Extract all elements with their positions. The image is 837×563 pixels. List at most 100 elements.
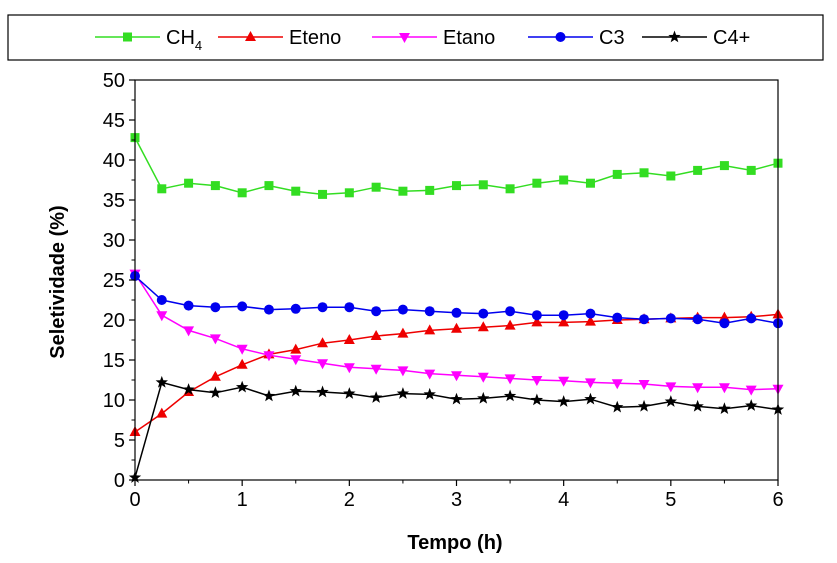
- data-point-3-21: [692, 314, 703, 325]
- data-point-0-5: [264, 181, 274, 191]
- plot-frame: [134, 79, 779, 481]
- data-point-1-3: [209, 370, 221, 381]
- data-point-3-4: [237, 301, 248, 312]
- data-point-4-8: [343, 387, 356, 399]
- data-point-3-20: [665, 313, 676, 324]
- data-point-1-1: [156, 407, 168, 418]
- data-point-2-19: [638, 380, 650, 390]
- data-point-1-11: [424, 324, 436, 335]
- data-point-2-4: [236, 344, 248, 355]
- data-point-1-16: [558, 316, 570, 327]
- data-point-3-18: [612, 312, 623, 323]
- data-point-3-7: [317, 302, 328, 313]
- legend-marker-3: [555, 32, 566, 42]
- data-point-2-21: [692, 383, 704, 394]
- data-point-2-10: [397, 366, 409, 377]
- x-tick-label-3: 3: [451, 489, 462, 511]
- data-point-4-11: [423, 387, 436, 400]
- data-point-0-22: [719, 161, 729, 171]
- data-point-3-3: [210, 302, 221, 313]
- data-point-4-23: [745, 399, 758, 411]
- data-point-4-17: [584, 392, 597, 405]
- data-point-1-15: [531, 316, 543, 327]
- data-point-0-4: [237, 188, 247, 198]
- data-point-3-5: [263, 304, 274, 315]
- data-point-1-8: [343, 334, 355, 344]
- data-point-2-5: [263, 351, 275, 362]
- data-point-1-6: [290, 343, 302, 354]
- x-tick-label-2: 2: [344, 489, 355, 511]
- data-point-2-1: [156, 311, 168, 322]
- y-axis-title: Seletividade (%): [47, 205, 69, 358]
- x-tick-label-4: 4: [558, 489, 569, 511]
- data-point-2-11: [424, 369, 436, 380]
- x-tick-label-0: 0: [129, 489, 140, 511]
- data-point-1-12: [451, 322, 462, 333]
- y-tick-label-3: 15: [103, 350, 125, 372]
- data-point-3-14: [505, 306, 516, 317]
- x-tick-label-1: 1: [237, 489, 248, 511]
- legend-label-2: Etano: [443, 27, 495, 49]
- data-point-4-18: [611, 400, 624, 413]
- data-point-3-22: [719, 318, 730, 329]
- x-tick-label-6: 6: [772, 489, 783, 511]
- data-point-4-13: [477, 391, 490, 404]
- data-point-4-9: [369, 391, 383, 403]
- data-point-1-10: [397, 327, 409, 338]
- data-point-0-7: [318, 189, 328, 199]
- y-tick-label-7: 35: [103, 190, 125, 212]
- data-point-3-10: [397, 304, 408, 315]
- data-point-0-20: [666, 171, 676, 181]
- data-point-0-9: [371, 182, 381, 192]
- data-point-3-13: [478, 308, 489, 319]
- data-point-2-20: [665, 382, 677, 393]
- data-point-0-14: [505, 184, 515, 194]
- legend-label-3: C3: [599, 27, 625, 49]
- data-point-0-1: [157, 184, 167, 194]
- data-point-3-11: [424, 306, 435, 317]
- data-point-0-19: [639, 168, 649, 178]
- data-point-4-22: [718, 402, 731, 415]
- data-point-4-7: [316, 385, 329, 398]
- y-tick-label-2: 10: [103, 390, 125, 412]
- data-point-2-14: [504, 374, 516, 385]
- data-point-2-23: [745, 385, 757, 396]
- data-point-0-23: [746, 165, 756, 175]
- data-point-0-18: [612, 169, 622, 179]
- data-point-3-15: [531, 310, 542, 321]
- data-point-3-12: [451, 307, 462, 318]
- data-point-4-15: [530, 393, 544, 406]
- data-point-2-22: [718, 383, 730, 394]
- legend-label-0: CH4: [166, 27, 202, 53]
- data-point-2-15: [531, 376, 543, 386]
- data-point-1-4: [236, 358, 248, 369]
- data-point-2-12: [451, 371, 462, 382]
- data-point-0-21: [693, 165, 703, 175]
- data-point-0-13: [478, 180, 488, 190]
- data-point-0-2: [184, 178, 194, 188]
- legend-label-4: C4+: [713, 27, 750, 49]
- data-point-3-6: [290, 303, 301, 314]
- data-point-0-8: [344, 188, 354, 198]
- data-point-0-12: [452, 181, 461, 191]
- legend-marker-2: [399, 33, 410, 43]
- legend-marker-4: [668, 30, 681, 43]
- data-point-3-2: [183, 300, 194, 311]
- legend: CH4 Eteno Etano C3 C4+: [7, 14, 824, 61]
- data-point-0-6: [291, 186, 301, 196]
- data-point-3-1: [156, 295, 167, 305]
- data-point-3-8: [344, 302, 355, 313]
- data-point-1-14: [504, 319, 516, 330]
- data-point-4-6: [289, 384, 302, 397]
- data-point-4-21: [691, 399, 704, 412]
- y-tick-label-9: 45: [103, 110, 125, 132]
- data-point-4-16: [557, 395, 570, 407]
- data-point-4-14: [503, 389, 517, 402]
- data-point-3-16: [558, 310, 569, 321]
- y-tick-label-5: 25: [103, 270, 125, 292]
- x-axis-title: Tempo (h): [407, 532, 502, 554]
- data-point-0-17: [585, 178, 595, 188]
- data-point-2-8: [343, 363, 355, 374]
- y-tick-label-0: 0: [114, 470, 125, 492]
